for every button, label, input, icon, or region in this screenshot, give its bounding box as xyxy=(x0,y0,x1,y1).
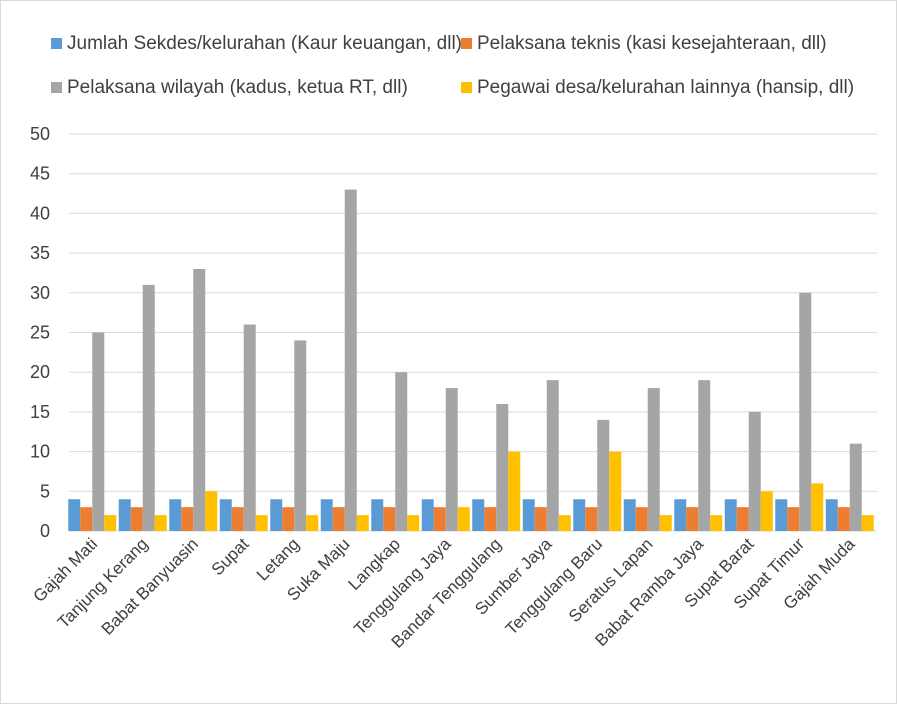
bar xyxy=(496,403,509,531)
bar xyxy=(142,284,155,531)
bar xyxy=(433,507,446,531)
x-tick-label: Tanjung Kerang xyxy=(54,534,152,632)
bar xyxy=(775,499,788,531)
bar xyxy=(231,507,244,531)
bar xyxy=(573,499,586,531)
bar xyxy=(356,515,369,531)
bar xyxy=(508,451,521,531)
bar xyxy=(270,499,283,531)
bar xyxy=(294,340,307,531)
x-tick-label: Letang xyxy=(253,534,303,584)
bar xyxy=(799,292,812,531)
bar xyxy=(457,507,470,531)
bars xyxy=(68,189,874,531)
bar xyxy=(724,499,737,531)
bar xyxy=(306,515,319,531)
bar xyxy=(332,507,345,531)
legend-label: Jumlah Sekdes/kelurahan (Kaur keuangan, … xyxy=(67,33,462,54)
legend-swatch xyxy=(461,38,472,49)
bar xyxy=(736,507,749,531)
bar xyxy=(558,515,571,531)
y-tick-label: 40 xyxy=(30,203,50,223)
bar xyxy=(825,499,838,531)
bar xyxy=(181,507,194,531)
y-tick-label: 45 xyxy=(30,164,50,184)
bar xyxy=(534,507,547,531)
y-tick-label: 0 xyxy=(40,521,50,541)
y-tick-label: 25 xyxy=(30,323,50,343)
bar xyxy=(219,499,232,531)
legend-swatch xyxy=(51,82,62,93)
bar xyxy=(623,499,636,531)
x-tick-label: Babat Banyuasin xyxy=(98,534,202,638)
legend-label: Pelaksana wilayah (kadus, ketua RT, dll) xyxy=(67,77,408,98)
y-tick-label: 10 xyxy=(30,442,50,462)
bar xyxy=(837,507,850,531)
bar xyxy=(698,380,711,531)
x-tick-label: Supat xyxy=(208,534,253,579)
bar xyxy=(104,515,117,531)
bar xyxy=(849,443,862,531)
bar xyxy=(407,515,420,531)
bar xyxy=(787,507,800,531)
bar xyxy=(118,499,131,531)
bar xyxy=(647,388,660,531)
bar xyxy=(609,451,622,531)
bar xyxy=(243,324,256,531)
bar xyxy=(585,507,598,531)
bar xyxy=(472,499,485,531)
legend-swatch xyxy=(461,82,472,93)
bar xyxy=(344,189,357,531)
legend: Jumlah Sekdes/kelurahan (Kaur keuangan, … xyxy=(51,33,854,98)
bar xyxy=(193,268,206,531)
legend-swatch xyxy=(51,38,62,49)
bar xyxy=(92,332,105,531)
bar xyxy=(255,515,268,531)
bar xyxy=(445,388,458,531)
y-tick-label: 35 xyxy=(30,243,50,263)
bar xyxy=(760,491,773,531)
bar xyxy=(522,499,535,531)
y-tick-label: 50 xyxy=(30,124,50,144)
y-tick-label: 15 xyxy=(30,402,50,422)
bar xyxy=(674,499,687,531)
bar xyxy=(546,380,559,531)
bar xyxy=(710,515,723,531)
bar xyxy=(169,499,182,531)
bar xyxy=(861,515,874,531)
y-axis: 0 5 10 15 20 25 30 35 40 45 50 xyxy=(30,124,50,541)
bar xyxy=(421,499,434,531)
legend-label: Pegawai desa/kelurahan lainnya (hansip, … xyxy=(477,77,854,98)
legend-label: Pelaksana teknis (kasi kesejahteraan, dl… xyxy=(477,33,827,54)
bar xyxy=(80,507,93,531)
y-tick-label: 5 xyxy=(40,481,50,501)
bar xyxy=(130,507,143,531)
bar xyxy=(371,499,384,531)
bar xyxy=(395,372,408,531)
bar xyxy=(68,499,81,531)
bar xyxy=(320,499,333,531)
bar xyxy=(205,491,218,531)
bar xyxy=(282,507,295,531)
y-tick-label: 20 xyxy=(30,362,50,382)
bar xyxy=(686,507,699,531)
bar xyxy=(748,411,761,531)
bar xyxy=(635,507,648,531)
bar xyxy=(154,515,167,531)
bar xyxy=(383,507,396,531)
bar xyxy=(597,419,610,531)
bar xyxy=(484,507,497,531)
bar xyxy=(659,515,672,531)
bar xyxy=(811,483,824,531)
y-tick-label: 30 xyxy=(30,283,50,303)
